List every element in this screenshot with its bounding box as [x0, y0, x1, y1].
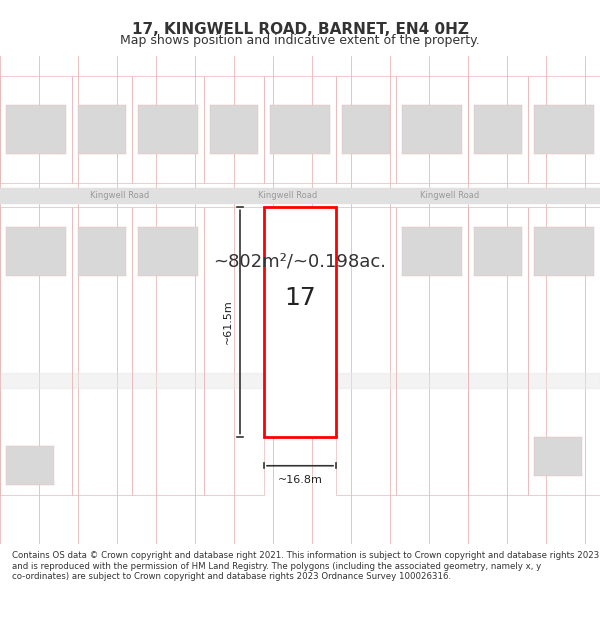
- Bar: [396, 208, 468, 495]
- Text: Kingwell Road: Kingwell Road: [258, 191, 317, 200]
- Text: Map shows position and indicative extent of the property.: Map shows position and indicative extent…: [120, 34, 480, 48]
- Bar: [0, 208, 72, 495]
- Bar: [534, 227, 594, 276]
- Text: 17, KINGWELL ROAD, BARNET, EN4 0HZ: 17, KINGWELL ROAD, BARNET, EN4 0HZ: [131, 22, 469, 37]
- Bar: [528, 76, 600, 183]
- Bar: [210, 105, 258, 154]
- Bar: [6, 227, 66, 276]
- Bar: [72, 208, 132, 495]
- Bar: [474, 227, 522, 276]
- Bar: [264, 76, 336, 183]
- Text: ~61.5m: ~61.5m: [223, 299, 233, 344]
- Bar: [342, 105, 390, 154]
- Text: ~16.8m: ~16.8m: [278, 476, 322, 486]
- Bar: [138, 227, 198, 276]
- Bar: [72, 76, 132, 183]
- Text: 17: 17: [284, 286, 316, 309]
- Bar: [270, 105, 330, 154]
- Bar: [6, 105, 66, 154]
- Bar: [6, 446, 54, 485]
- Bar: [402, 105, 462, 154]
- Bar: [336, 76, 396, 183]
- Bar: [264, 208, 336, 436]
- Bar: [0, 76, 72, 183]
- Bar: [474, 105, 522, 154]
- Bar: [468, 76, 528, 183]
- Bar: [78, 105, 126, 154]
- Bar: [402, 227, 462, 276]
- Bar: [132, 208, 204, 495]
- Bar: [528, 208, 600, 495]
- Bar: [468, 208, 528, 495]
- Bar: [78, 227, 126, 276]
- Bar: [534, 436, 582, 476]
- Bar: [138, 105, 198, 154]
- Bar: [534, 105, 594, 154]
- Text: Kingwell Road: Kingwell Road: [90, 191, 149, 200]
- Text: ~802m²/~0.198ac.: ~802m²/~0.198ac.: [214, 252, 386, 270]
- Bar: [204, 76, 264, 183]
- Bar: [396, 76, 468, 183]
- Text: Kingwell Road: Kingwell Road: [420, 191, 479, 200]
- Bar: [204, 208, 264, 495]
- Text: Contains OS data © Crown copyright and database right 2021. This information is : Contains OS data © Crown copyright and d…: [12, 551, 599, 581]
- Bar: [336, 208, 396, 495]
- Bar: [132, 76, 204, 183]
